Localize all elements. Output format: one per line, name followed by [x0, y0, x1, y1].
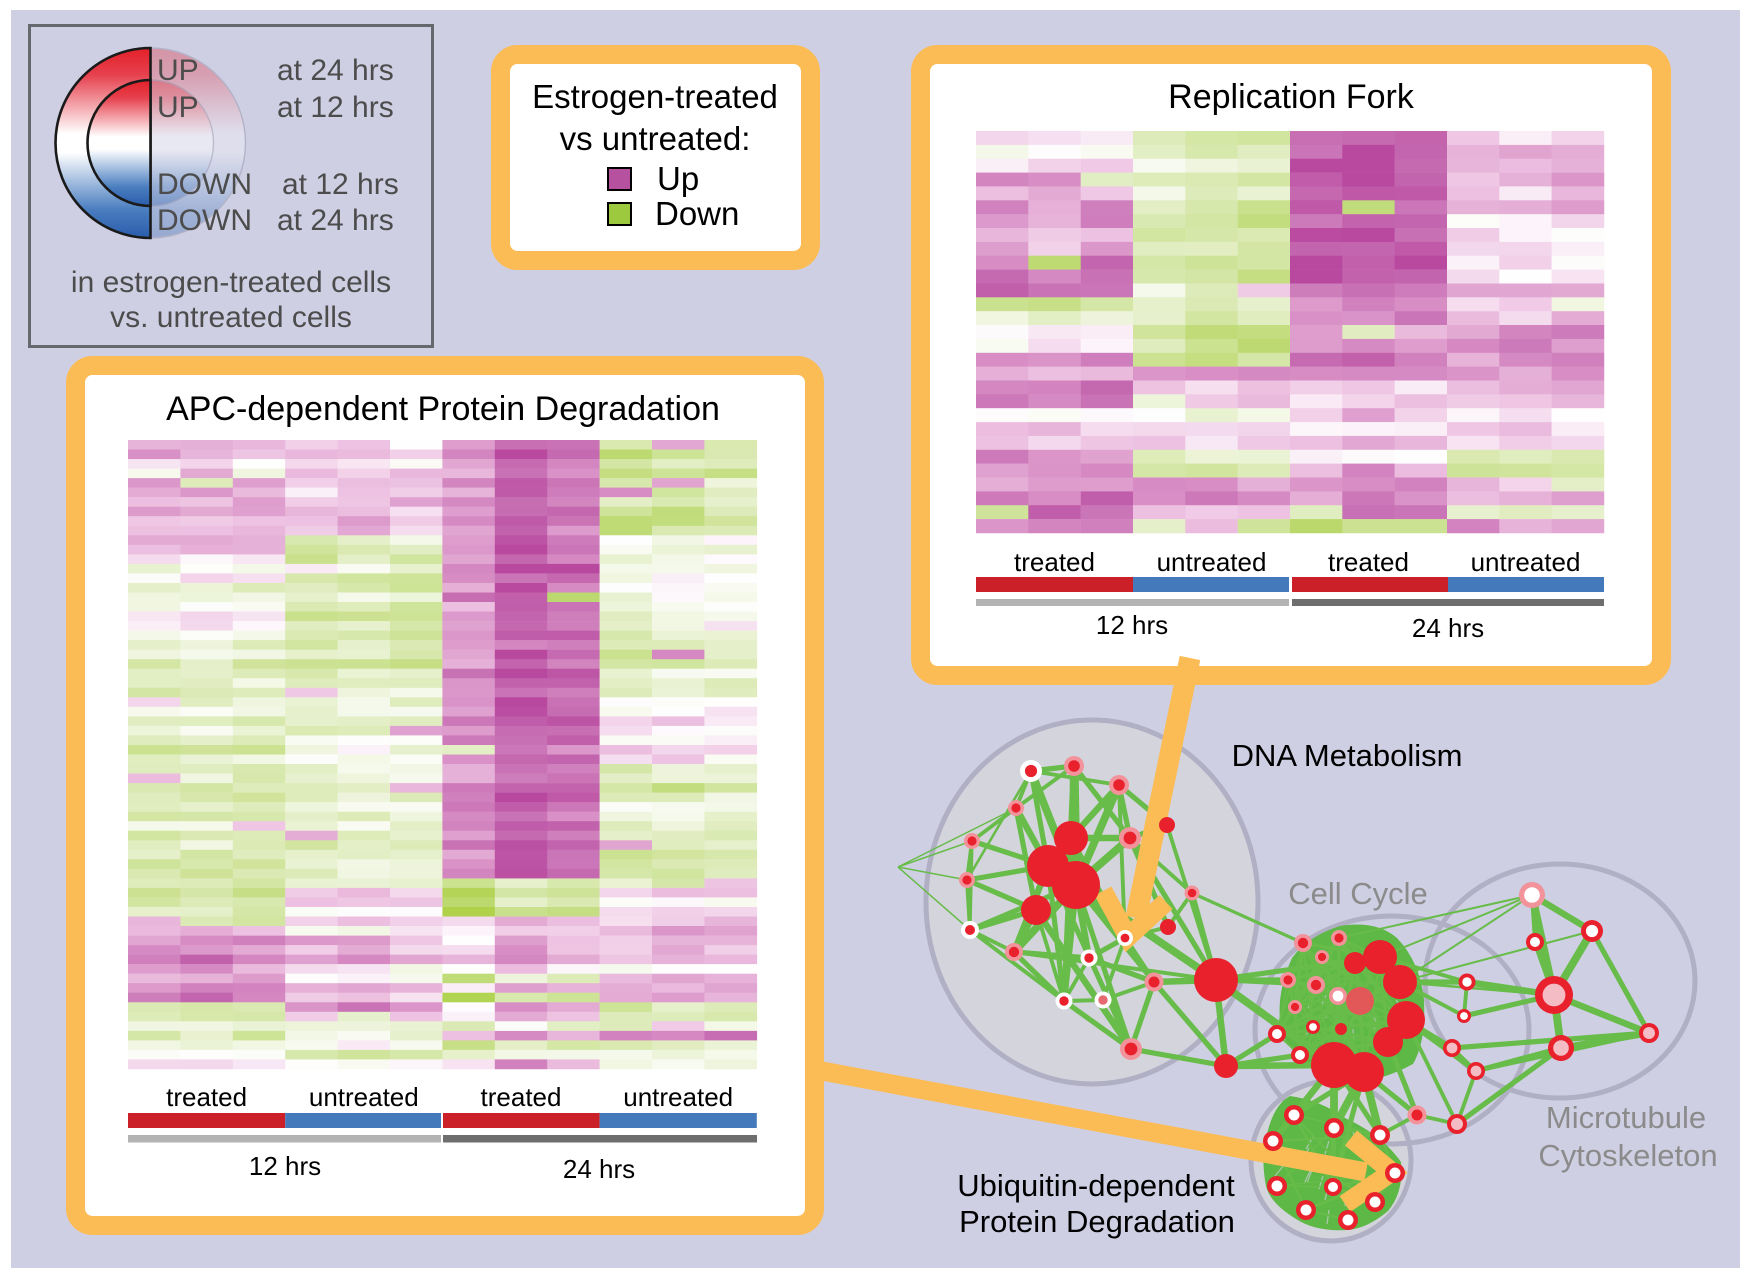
svg-text:vs. untreated cells: vs. untreated cells	[110, 301, 352, 334]
svg-text:vs untreated:: vs untreated:	[560, 120, 751, 157]
svg-text:UP: UP	[157, 91, 199, 124]
svg-text:DOWN: DOWN	[157, 204, 252, 237]
svg-text:12 hrs: 12 hrs	[249, 1151, 321, 1181]
svg-text:in estrogen-treated cells: in estrogen-treated cells	[71, 266, 391, 299]
svg-text:at 12 hrs: at 12 hrs	[282, 168, 399, 201]
svg-text:DNA Metabolism: DNA Metabolism	[1232, 738, 1463, 773]
svg-text:at 24 hrs: at 24 hrs	[277, 54, 394, 87]
svg-text:at 12 hrs: at 12 hrs	[277, 91, 394, 124]
svg-text:Protein Degradation: Protein Degradation	[959, 1204, 1235, 1239]
svg-text:Microtubule: Microtubule	[1546, 1100, 1706, 1135]
svg-text:treated: treated	[1014, 547, 1095, 577]
svg-text:Replication Fork: Replication Fork	[1168, 78, 1415, 116]
svg-text:untreated: untreated	[623, 1082, 733, 1112]
svg-text:Ubiquitin-dependent: Ubiquitin-dependent	[957, 1168, 1235, 1203]
svg-text:12 hrs: 12 hrs	[1096, 610, 1168, 640]
svg-text:untreated: untreated	[309, 1082, 419, 1112]
svg-text:DOWN: DOWN	[157, 168, 252, 201]
svg-text:treated: treated	[1328, 547, 1409, 577]
svg-text:untreated: untreated	[1471, 547, 1581, 577]
svg-text:Down: Down	[655, 195, 739, 232]
svg-text:APC-dependent Protein Degradat: APC-dependent Protein Degradation	[166, 390, 720, 428]
svg-text:Up: Up	[657, 160, 699, 197]
svg-text:UP: UP	[157, 54, 199, 87]
svg-text:Cell Cycle: Cell Cycle	[1288, 876, 1428, 911]
svg-text:Estrogen-treated: Estrogen-treated	[532, 78, 778, 115]
svg-text:at 24 hrs: at 24 hrs	[277, 204, 394, 237]
svg-text:untreated: untreated	[1157, 547, 1267, 577]
svg-text:treated: treated	[481, 1082, 562, 1112]
svg-text:treated: treated	[166, 1082, 247, 1112]
svg-text:24 hrs: 24 hrs	[563, 1154, 635, 1184]
svg-text:24 hrs: 24 hrs	[1412, 613, 1484, 643]
svg-text:Cytoskeleton: Cytoskeleton	[1538, 1138, 1717, 1173]
